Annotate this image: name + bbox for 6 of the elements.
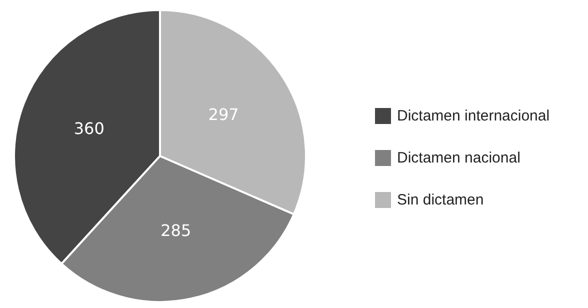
data-label: 297 bbox=[208, 104, 239, 124]
data-label: 285 bbox=[160, 220, 192, 240]
legend-label: Dictamen internacional bbox=[397, 108, 550, 124]
data-label: 360 bbox=[74, 119, 104, 138]
legend-label: Sin dictamen bbox=[397, 192, 484, 208]
legend-label: Dictamen nacional bbox=[397, 150, 520, 166]
